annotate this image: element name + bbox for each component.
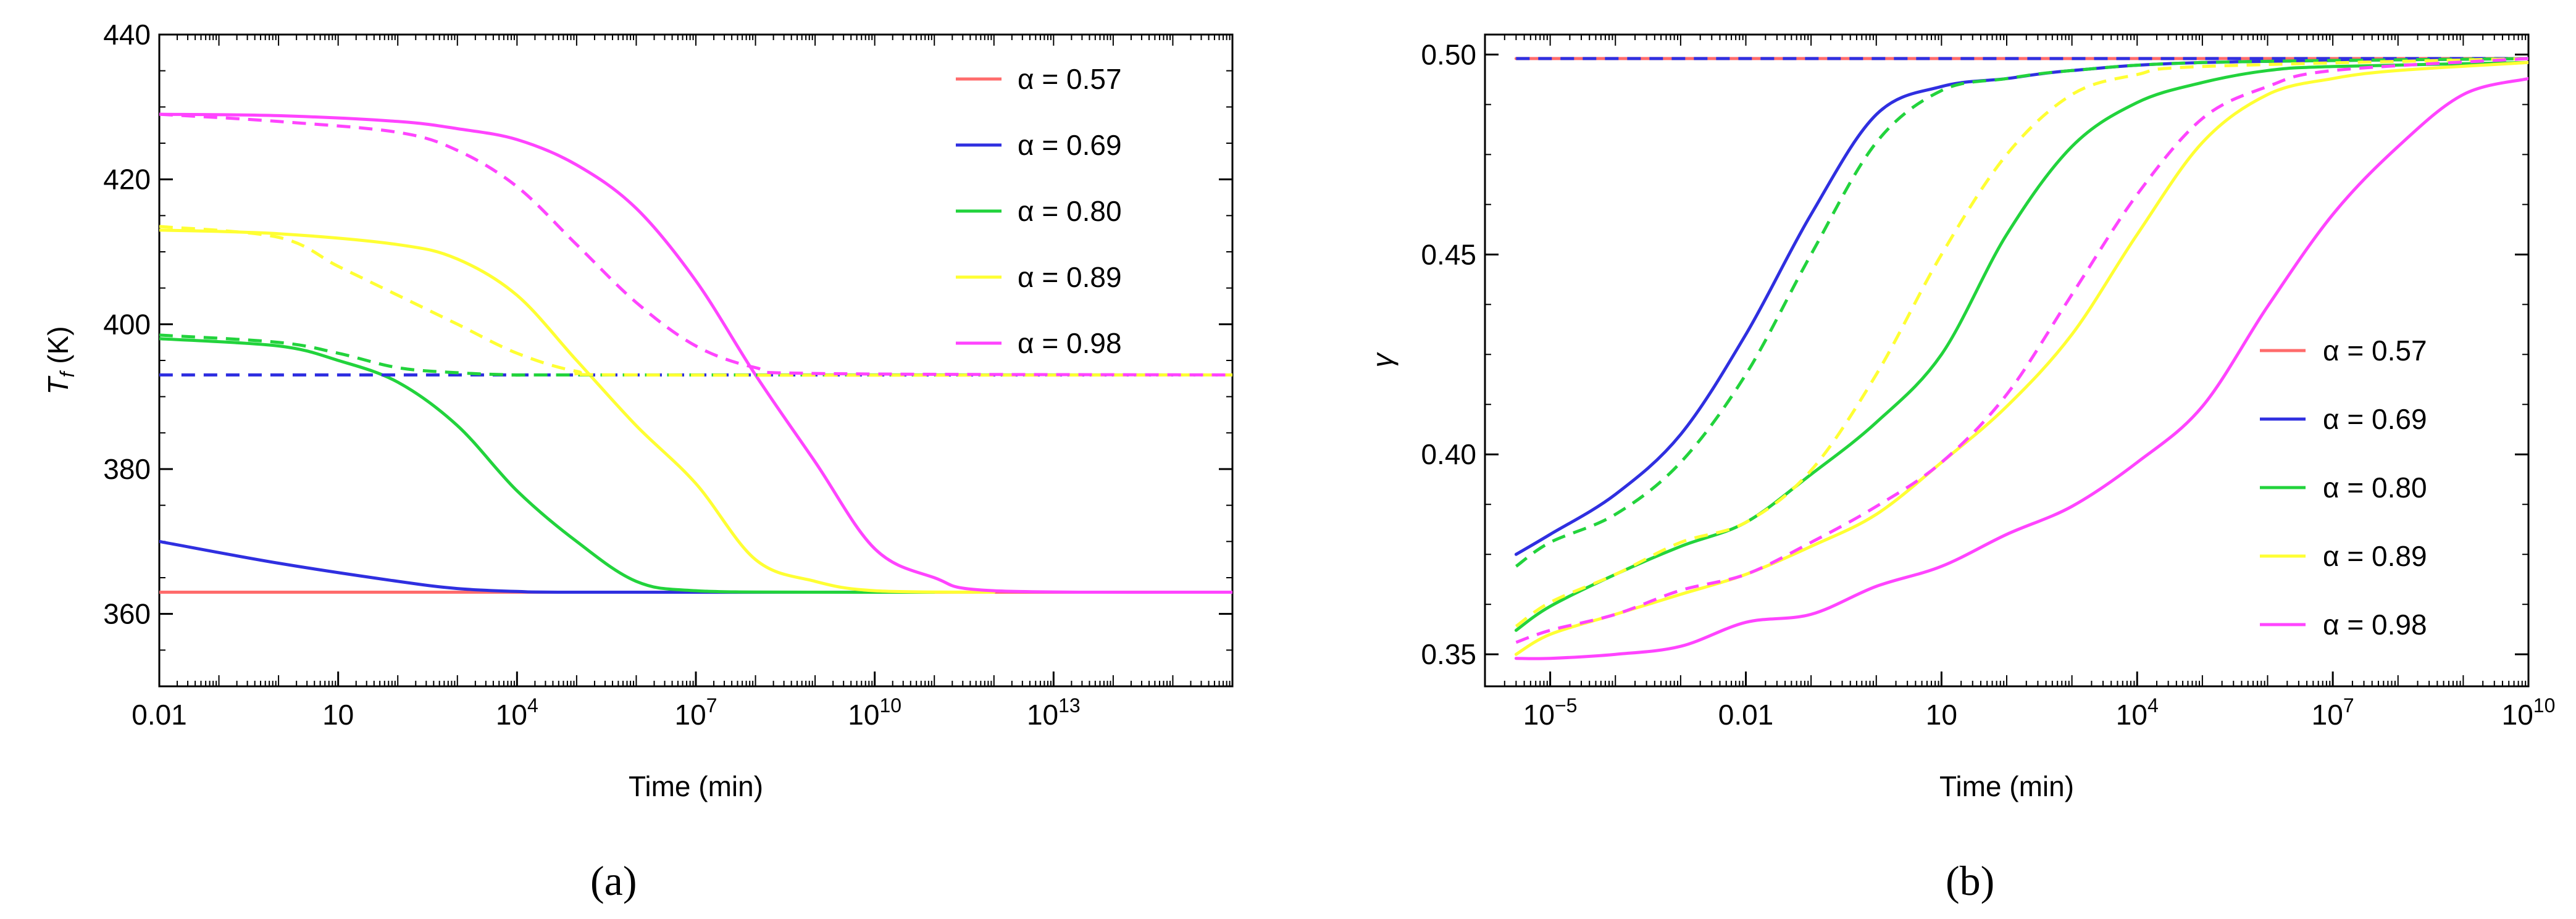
- legend-label: α = 0.69: [1018, 129, 1122, 161]
- dashed-series-line-b-6: [1515, 57, 2528, 568]
- x-tick-label: 107: [2312, 694, 2354, 731]
- y-tick-label: 420: [103, 164, 151, 196]
- x-tick-label: 1013: [1027, 694, 1081, 731]
- legend-label: α = 0.80: [2323, 472, 2427, 504]
- panel-b-chart: 10−5 0.01 10 104 107 1010 0.35 0.40 0.45 0.50 α = …: [1366, 33, 2556, 802]
- y-tick-label: 380: [103, 453, 151, 485]
- x-tick-label: 10: [322, 699, 354, 731]
- series-line-a-4: [159, 112, 1232, 594]
- y-tick-label: 400: [103, 308, 151, 340]
- y-tick-label: 440: [103, 19, 151, 51]
- series-line-a-2: [159, 337, 936, 594]
- y-tick-label: 0.40: [1421, 438, 1476, 470]
- y-tick-label: 0.35: [1421, 638, 1476, 670]
- legend-label: α = 0.57: [1018, 63, 1122, 95]
- x-tick-label: 107: [675, 694, 717, 731]
- panel-a-chart: 0.01 10 104 107 1010 1013 360 380 400 420 440 α = 0…: [42, 19, 1234, 802]
- legend-label: α = 0.89: [1018, 261, 1122, 293]
- x-tick-label: 0.01: [132, 699, 187, 731]
- legend-label: α = 0.69: [2323, 403, 2427, 435]
- y-tick-label: 0.45: [1421, 238, 1476, 270]
- dashed-series-line-a-7: [159, 225, 1232, 377]
- series-line-b-2: [1514, 60, 2528, 632]
- x-tick-label: 104: [2116, 694, 2159, 731]
- x-axis-title: Time (min): [629, 770, 763, 802]
- x-tick-label: 104: [496, 694, 538, 731]
- x-tick-label: 1010: [2502, 694, 2556, 731]
- x-axis-title: Time (min): [1939, 770, 2074, 802]
- series-line-b-4: [1514, 77, 2528, 660]
- y-axis-title: Tf (K): [42, 326, 78, 394]
- caption-b: (b): [1946, 857, 1995, 904]
- caption-a: (a): [590, 857, 637, 904]
- legend: α = 0.57 α = 0.69 α = 0.80 α = 0.89 α = 0.98: [2260, 335, 2427, 641]
- dashed-series-line-b-8: [1515, 57, 2528, 644]
- legend-label: α = 0.80: [1018, 195, 1122, 227]
- x-tick-label: 0.01: [1718, 699, 1774, 731]
- series-line-b-1: [1514, 57, 2528, 556]
- series-line-a-1: [159, 539, 877, 594]
- legend: α = 0.57 α = 0.69 α = 0.80 α = 0.89 α = 0.98: [956, 63, 1122, 359]
- y-axis-title: γ: [1366, 352, 1399, 368]
- series-line-a-3: [159, 228, 996, 594]
- legend-label: α = 0.57: [2323, 335, 2427, 367]
- x-tick-label: 1010: [848, 694, 901, 731]
- x-tick-label: 10: [1926, 699, 1957, 731]
- legend-label: α = 0.89: [2323, 540, 2427, 572]
- series-line-b-3: [1514, 60, 2528, 656]
- x-tick-label: 10−5: [1523, 694, 1578, 731]
- y-tick-label: 0.50: [1421, 38, 1476, 70]
- dashed-series-line-a-8: [159, 112, 1232, 376]
- series-group: [159, 112, 1232, 594]
- legend-label: α = 0.98: [2323, 609, 2427, 641]
- y-tick-label: 360: [103, 598, 151, 630]
- legend-label: α = 0.98: [1018, 327, 1122, 359]
- series-group: [1514, 57, 2528, 660]
- dashed-series-line-b-7: [1515, 57, 2528, 628]
